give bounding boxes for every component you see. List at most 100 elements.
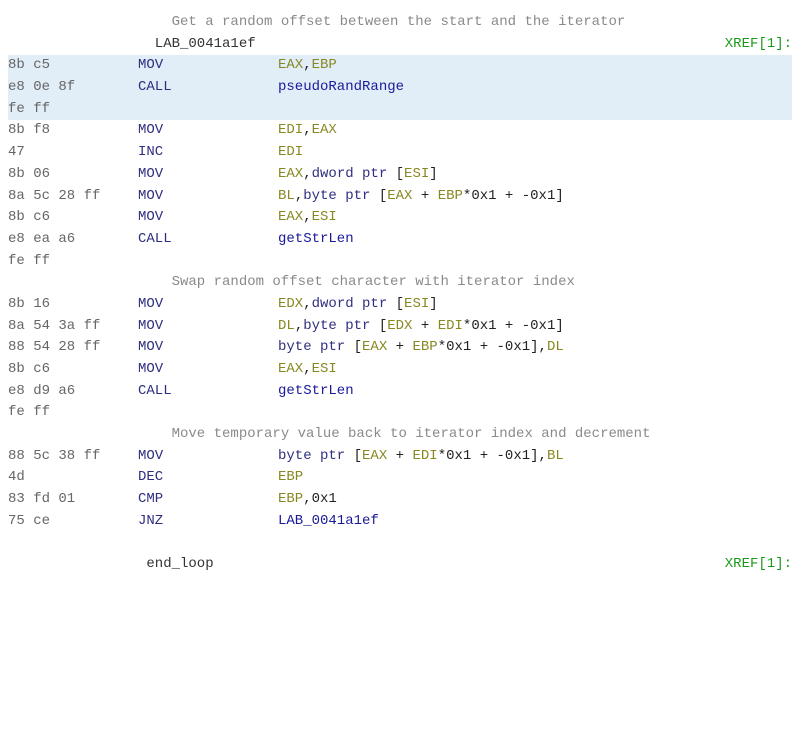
bytes-column [8, 424, 138, 446]
operand-token: , [303, 491, 311, 507]
bytes-column: e8 0e 8f [8, 77, 138, 99]
operands-column [256, 34, 712, 56]
bytes-column: 8a 5c 28 ff [8, 186, 138, 208]
xref-column [712, 142, 792, 164]
code-label: end_loop [138, 556, 214, 572]
bytes-column: 88 54 28 ff [8, 337, 138, 359]
bytes-column: e8 d9 a6 [8, 381, 138, 403]
operand-token: 0x1 [471, 318, 496, 334]
mnemonic-column: MOV [138, 120, 278, 142]
mnemonic-text: CALL [138, 79, 172, 95]
xref-column: XREF[1]: [712, 34, 792, 56]
bytes-column: fe ff [8, 251, 138, 273]
operand-token: [ [379, 318, 387, 334]
xref-column [712, 99, 792, 121]
bytes-column: 88 5c 38 ff [8, 446, 138, 468]
mnemonic-column: CALL [138, 77, 278, 99]
listing-line-instr: 8a 5c 28 ffMOVBL,byte ptr [EAX + EBP*0x1… [8, 186, 792, 208]
operand-token: dword ptr [312, 296, 396, 312]
xref-column [712, 55, 792, 77]
bytes-column: 75 ce [8, 511, 138, 533]
operands-column: byte ptr [EAX + EBP*0x1 + -0x1],DL [278, 337, 712, 359]
operand-token: EAX [362, 339, 387, 355]
mnemonic-text: JNZ [138, 513, 163, 529]
mnemonic-text: CALL [138, 231, 172, 247]
xref-column [712, 164, 792, 186]
disassembly-listing: Get a random offset between the start an… [8, 12, 792, 576]
operand-token: ] [429, 296, 437, 312]
operand-token: ESI [404, 166, 429, 182]
operand-token: + [412, 318, 437, 334]
operand-token: + [497, 188, 522, 204]
xref-column [712, 381, 792, 403]
mnemonic-text: CALL [138, 383, 172, 399]
mnemonic-text: MOV [138, 361, 163, 377]
listing-line-cont: fe ff [8, 251, 792, 273]
operand-token: EAX [312, 122, 337, 138]
bytes-column: e8 ea a6 [8, 229, 138, 251]
listing-line-instr: 8b 06MOVEAX,dword ptr [ESI] [8, 164, 792, 186]
xref-column [712, 229, 792, 251]
operand-token: + [387, 448, 412, 464]
operand-token: [ [379, 188, 387, 204]
bytes-column [8, 554, 138, 576]
mnemonic-text: MOV [138, 296, 163, 312]
listing-line-instr: 83 fd 01CMPEBP,0x1 [8, 489, 792, 511]
operand-token: , [295, 318, 303, 334]
xref-column [712, 294, 792, 316]
mnemonic-column: MOV [138, 337, 278, 359]
operand-token: ESI [312, 209, 337, 225]
operands-column: EDI,EAX [278, 120, 712, 142]
bytes-column: 8a 54 3a ff [8, 316, 138, 338]
listing-line-blank [8, 533, 792, 555]
bytes-column: 8b c6 [8, 207, 138, 229]
listing-line-comment: Move temporary value back to iterator in… [8, 424, 792, 446]
mnemonic-text: MOV [138, 57, 163, 73]
operand-token: pseudoRandRange [278, 79, 404, 95]
bytes-column [8, 34, 138, 56]
operand-token: EAX [387, 188, 412, 204]
operands-column: EBP [278, 467, 712, 489]
operand-token: EAX [278, 209, 303, 225]
operand-token: -0x1 [522, 188, 556, 204]
listing-line-instr: 8b c5MOVEAX,EBP [8, 55, 792, 77]
operand-token: + [471, 339, 496, 355]
mnemonic-text: MOV [138, 122, 163, 138]
operand-token: + [471, 448, 496, 464]
code-label: LAB_0041a1ef [138, 36, 256, 52]
mnemonic-text: DEC [138, 469, 163, 485]
listing-line-instr: 8b 16MOVEDX,dword ptr [ESI] [8, 294, 792, 316]
operand-token: byte ptr [303, 318, 379, 334]
operand-token: byte ptr [303, 188, 379, 204]
listing-line-label: LAB_0041a1ef XREF[1]: [8, 34, 792, 56]
operands-column: LAB_0041a1ef [278, 511, 712, 533]
mnemonic-text: MOV [138, 318, 163, 334]
mnemonic-text: MOV [138, 339, 163, 355]
bytes-column: fe ff [8, 402, 138, 424]
operands-column: pseudoRandRange [278, 77, 712, 99]
mnemonic-text: MOV [138, 188, 163, 204]
operand-token: 0x1 [471, 188, 496, 204]
xref-column [712, 467, 792, 489]
operand-token: [ [354, 339, 362, 355]
comment-text: Get a random offset between the start an… [138, 14, 625, 30]
xref-column [712, 359, 792, 381]
xref-text: XREF[1]: [725, 36, 792, 52]
operand-token: EAX [278, 361, 303, 377]
listing-line-instr: 75 ceJNZ LAB_0041a1ef [8, 511, 792, 533]
operand-token: EDX [387, 318, 412, 334]
xref-column [712, 251, 792, 273]
operand-token: ] [555, 318, 563, 334]
mnemonic-column: MOV [138, 207, 278, 229]
mnemonic-column: DEC [138, 467, 278, 489]
mnemonic-column: MOV [138, 55, 278, 77]
listing-line-label: end_loopXREF[1]: [8, 554, 792, 576]
operands-column: EAX,ESI [278, 207, 712, 229]
mnemonic-text: MOV [138, 448, 163, 464]
operand-token: , [303, 296, 311, 312]
operand-token: BL [278, 188, 295, 204]
operands-column: DL,byte ptr [EDX + EDI*0x1 + -0x1] [278, 316, 712, 338]
operand-token: + [412, 188, 437, 204]
mnemonic-text: MOV [138, 166, 163, 182]
mnemonic-text: MOV [138, 209, 163, 225]
